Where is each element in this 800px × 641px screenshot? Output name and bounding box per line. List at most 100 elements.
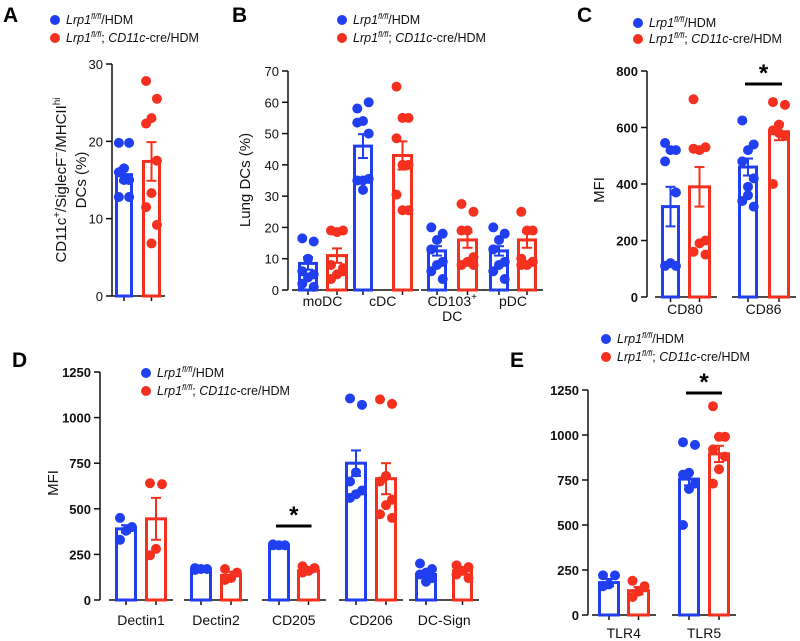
legend-cre: CD11c — [108, 31, 146, 45]
data-point-ko — [375, 509, 385, 520]
data-point-ko — [145, 550, 155, 561]
y-tick-label: 500 — [69, 502, 91, 517]
data-point-wt — [363, 128, 374, 139]
data-point-wt — [437, 274, 448, 285]
x-category-text: moDC — [303, 293, 343, 309]
data-point-wt — [345, 476, 355, 487]
x-category-text: DC-Sign — [418, 612, 471, 628]
x-category-text: CD206 — [349, 612, 393, 628]
y-label-sup: + — [52, 212, 63, 218]
x-category-text: CD86 — [746, 301, 782, 317]
legend-gene: Lrp1 — [66, 31, 91, 45]
data-point-ko — [338, 263, 348, 274]
y-tick-label: 10 — [265, 252, 279, 267]
group-cDC: cDC — [347, 81, 419, 309]
data-point-ko — [688, 94, 699, 105]
data-point-ko — [375, 394, 385, 405]
group-CD206: CD206 — [339, 393, 403, 628]
data-point-wt — [670, 260, 681, 271]
data-point-wt — [494, 234, 504, 245]
data-point-wt — [678, 437, 688, 448]
legend-rest: -cre/HDM — [697, 350, 750, 364]
legend-gene: Lrp1 — [353, 13, 378, 27]
y-tick-label: 40 — [265, 158, 279, 173]
data-point-wt — [426, 222, 437, 233]
data-point-ko — [151, 219, 162, 230]
x-category-text: TLR4 — [607, 625, 641, 641]
data-point-ko — [516, 259, 527, 270]
y-axis-label-line2: DCs (%) — [73, 152, 90, 209]
data-point-ko — [326, 259, 336, 270]
legend-sup: fl/fl — [378, 30, 388, 39]
y-tick-label: 1250 — [550, 383, 579, 398]
x-category-label: Dectin2 — [192, 612, 240, 628]
data-point-ko — [527, 256, 538, 267]
data-point-ko — [516, 206, 527, 217]
group-Dectin2: Dectin2 — [184, 563, 248, 628]
data-point-ko — [141, 76, 152, 87]
y-tick-label: 800 — [616, 64, 638, 79]
data-point-ko — [456, 259, 467, 270]
legend-rest: /HDM — [684, 16, 716, 30]
legend-cre: CD11c — [395, 31, 433, 45]
data-point-ko — [708, 401, 718, 412]
x-category-label: CD103+ — [428, 292, 478, 309]
legend-label-wt: Lrp1fl/fl/HDM — [353, 12, 420, 27]
data-point-wt — [415, 569, 425, 580]
legend-dot-wt — [337, 15, 347, 25]
group-moDC: moDC — [292, 225, 354, 309]
y-label-sup: − — [52, 152, 63, 158]
data-point-wt — [363, 97, 374, 108]
y-tick-label: 10 — [89, 212, 103, 227]
legend-gene: Lrp1 — [617, 350, 642, 364]
data-point-ko — [146, 188, 157, 199]
bar-wt — [678, 477, 700, 617]
data-point-wt — [115, 512, 125, 523]
data-point-ko — [463, 573, 474, 584]
data-point-ko — [391, 81, 402, 92]
panel-letter: A — [3, 4, 18, 27]
legend-cre: CD11c — [199, 384, 237, 398]
legend-dot-wt — [601, 334, 611, 344]
data-point-wt — [665, 145, 676, 156]
data-point-ko — [708, 444, 718, 455]
y-tick-label: 0 — [572, 608, 579, 623]
x-category-label: moDC — [303, 293, 343, 309]
data-point-ko — [397, 159, 408, 170]
data-point-wt — [303, 253, 313, 264]
legend-sep: ; — [684, 32, 691, 46]
legend-sup: fl/fl — [674, 31, 684, 40]
data-point-wt — [119, 175, 129, 185]
data-point-wt — [660, 156, 671, 167]
legend-label-wt: Lrp1fl/fl/HDM — [157, 365, 224, 380]
y-tick-label: 1000 — [550, 428, 579, 443]
data-point-ko — [391, 133, 402, 144]
data-point-wt — [432, 234, 442, 245]
x-category-text: Dectin2 — [192, 612, 240, 628]
legend-sup: fl/fl — [182, 365, 192, 374]
data-point-wt — [124, 192, 135, 203]
x-category-text: CD103 — [428, 293, 472, 309]
legend-gene: Lrp1 — [649, 32, 674, 46]
legend-rest: -cre/HDM — [433, 31, 486, 45]
panel-letter: E — [510, 349, 524, 372]
data-point-ko — [391, 189, 402, 200]
x-category-label: CD206 — [349, 612, 393, 628]
y-tick-label: 250 — [557, 563, 579, 578]
y-label-part: /MHCII — [53, 105, 70, 152]
legend-dot-wt — [633, 18, 643, 28]
data-point-wt — [124, 137, 135, 148]
data-point-ko — [145, 478, 155, 489]
y-tick-label: 600 — [616, 121, 638, 136]
data-point-ko — [714, 464, 724, 475]
legend-cre: CD11c — [659, 350, 697, 364]
significance-star: * — [759, 60, 769, 87]
bar-ko — [768, 130, 790, 299]
group-Dectin1: Dectin1 — [109, 478, 173, 628]
data-point-wt — [499, 274, 510, 285]
legend-sup: fl/fl — [91, 30, 101, 39]
legend-cre: CD11c — [691, 32, 729, 46]
